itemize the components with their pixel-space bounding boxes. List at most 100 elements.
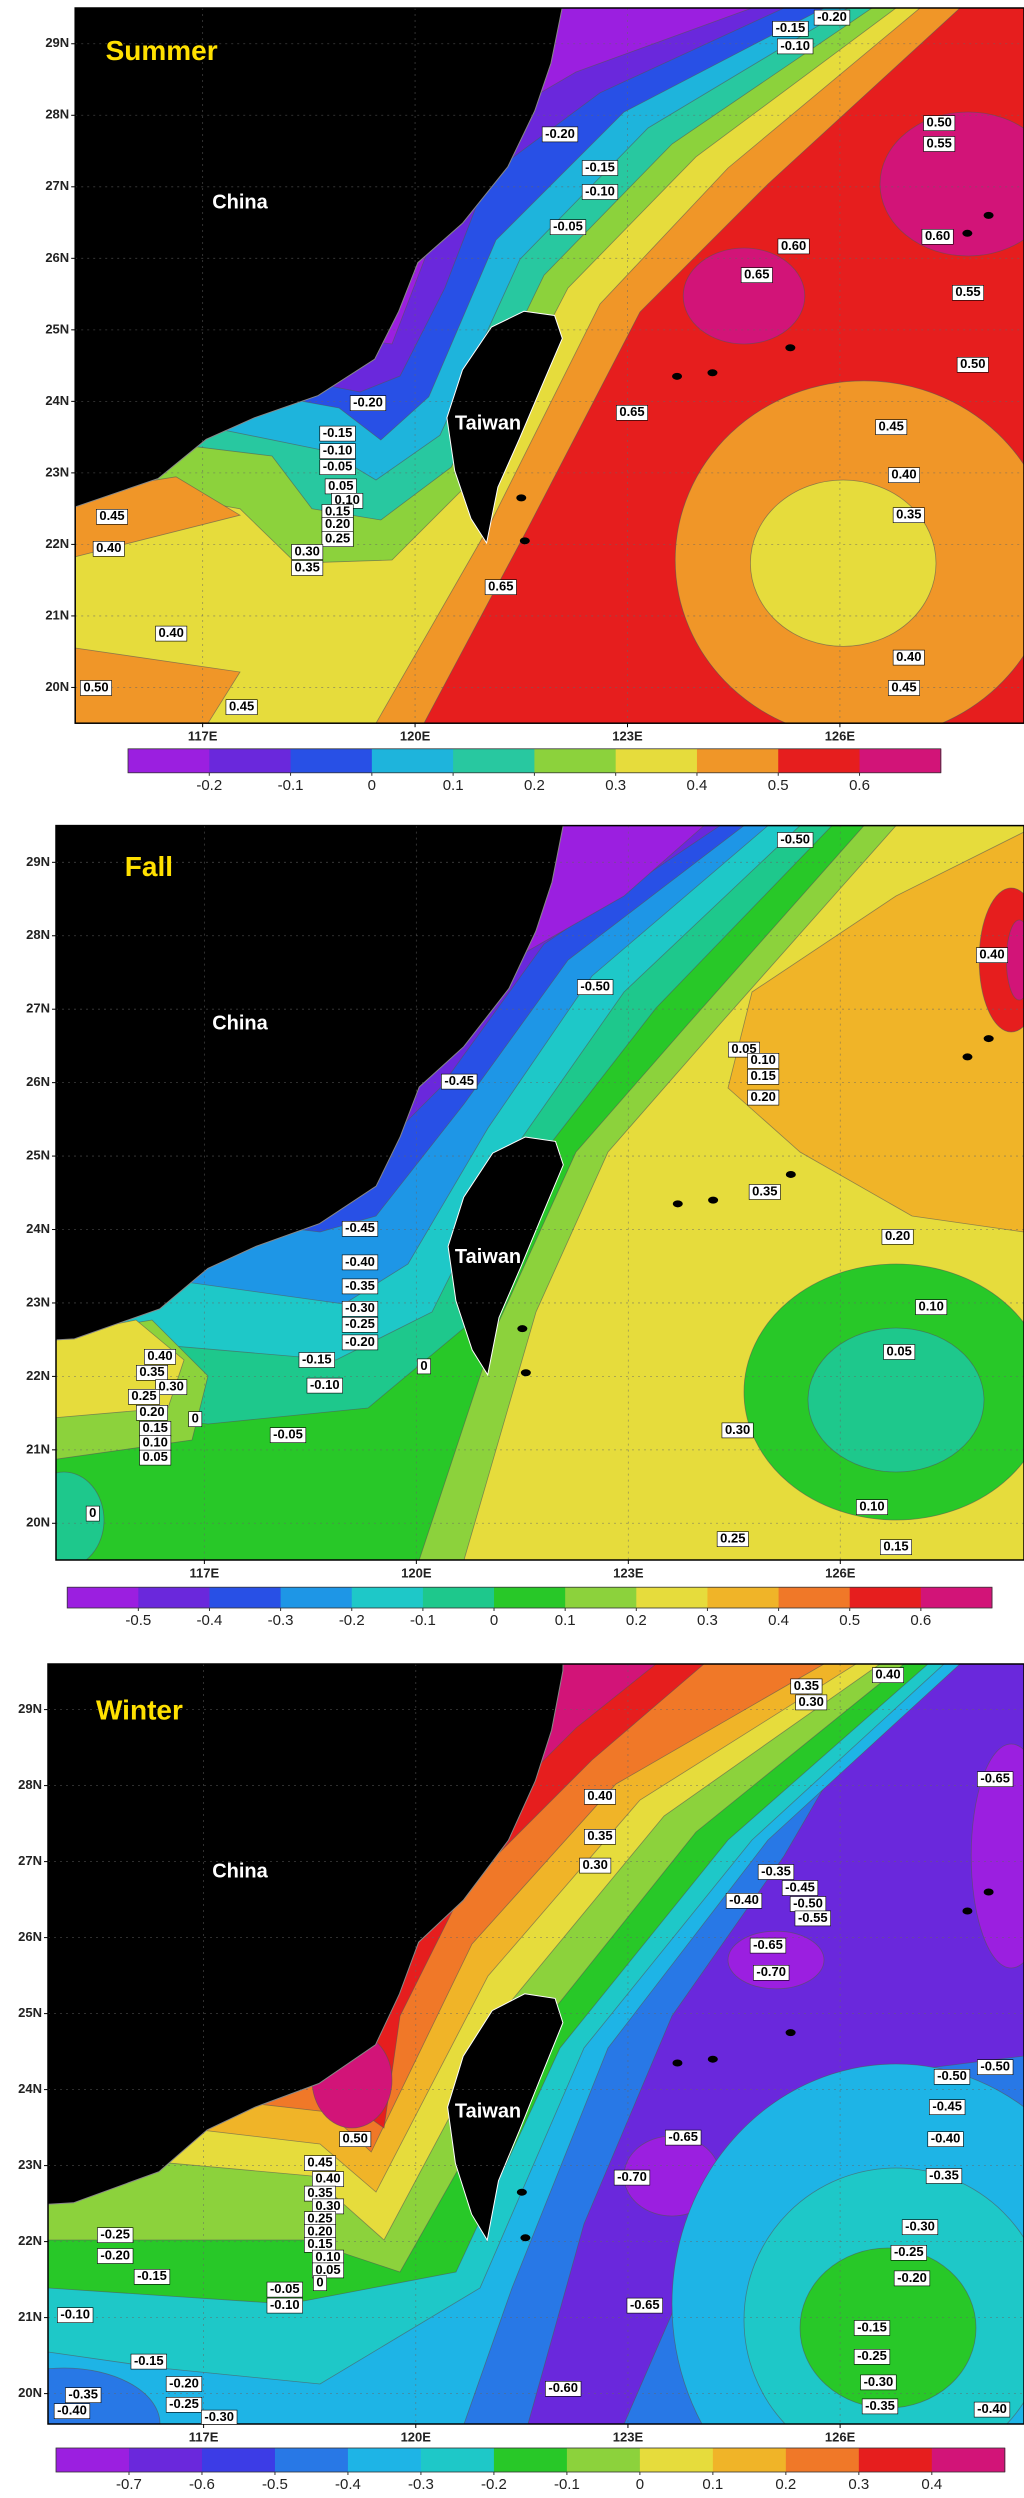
contour-label: -0.10 [270,2297,300,2312]
lon-tick-label: 126E [825,729,856,744]
colorbar-segment [371,748,454,773]
contour-label-box [749,1937,787,1954]
colorbar-tick-label: 0.4 [687,777,708,794]
contour-label: -0.35 [761,1863,791,1878]
contour-label-box [188,1411,203,1427]
colorbar-segment [534,748,617,773]
colorbar-segment [67,1587,139,1608]
contour-label-box [549,219,587,235]
contour-label: -0.45 [932,2099,962,2114]
island [785,344,796,352]
contour-label: 0.35 [307,2185,332,2200]
contour-label: -0.55 [798,1910,828,1925]
lat-tick-label: 20N [18,2385,42,2400]
contour-label: 0.30 [315,2198,340,2213]
contour-label: -0.25 [345,1316,375,1331]
island [962,1907,973,1915]
colorbar-segment [347,2448,422,2472]
colorbar-tick-label: -0.3 [268,1612,294,1629]
contour-label: -0.20 [817,9,847,24]
contour-label-box [915,1299,948,1315]
lat-tick-label: 23N [45,464,69,479]
colorbar-tick-label: -0.1 [410,1612,436,1629]
colorbar-segment [56,2448,130,2472]
contour-label: -0.40 [931,2131,961,2146]
colorbar-segment [849,1587,922,1608]
island [708,1196,719,1204]
contour-label-box [747,1069,780,1085]
contour-label: 0.35 [295,559,320,574]
lon-tick-label: 117E [189,2429,219,2444]
contour-label: 0.10 [335,492,360,507]
contour-label-box [757,1864,795,1880]
lat-tick-label: 25N [45,321,69,336]
lat-tick-label: 22N [45,536,69,551]
contour-label: 0.05 [143,1449,168,1464]
contour-label: -0.10 [323,443,353,458]
contour-label-box [716,1531,749,1547]
contour-label-box [976,947,1008,964]
contour-label: 0.25 [307,2211,332,2226]
lat-tick-label: 27N [45,178,69,193]
contour-label-box [665,2129,702,2146]
contour-label: 0.35 [139,1364,164,1379]
contour-label-box [306,1377,343,1394]
contour-label-box [923,115,956,131]
lat-tick-label: 25N [18,2005,42,2020]
contour-label: 0 [316,2275,323,2290]
contour-band [879,111,1024,257]
lon-tick-label: 117E [190,1565,220,1580]
contour-label: 0.40 [891,467,916,482]
contour-label-box [136,1405,168,1421]
contour-label: 0.30 [159,1379,184,1394]
colorbar-tick-label: 0.5 [768,777,789,794]
contour-label: -0.50 [980,2059,1010,2074]
island [519,537,530,545]
contour-label-box [721,1422,754,1439]
contour-labels: 0.400.350.30-0.650.400.350.30 -0.35-0.45-… [53,1667,1014,2424]
contour-label: 0.40 [896,649,921,664]
island [520,1369,531,1377]
contour-label-box [155,1379,188,1395]
colorbar-segment [128,748,210,773]
lat-tick-label: 24N [45,393,69,408]
lat-tick-label: 27N [26,1001,50,1016]
contour-label-box [319,459,356,476]
contour-label-box [130,2353,167,2370]
contour-label: -0.15 [776,20,806,35]
colorbar-tick-label: 0.5 [839,1612,860,1629]
contour-labels: -0.50-0.500.400.050.100.150.20-0.450.350… [85,831,1008,1555]
colorbar-segment [859,748,942,773]
contour-label: 0.05 [731,1041,756,1056]
lat-tick-label: 22N [26,1368,50,1383]
contour-label-box [747,1089,780,1106]
contour-label-box [298,1352,335,1368]
contour-label: 0.25 [131,1388,156,1403]
contour-label-box [579,1857,612,1874]
contour-label: 0.10 [751,1052,776,1067]
colorbar-tick-label: -0.1 [554,2476,580,2493]
lat-tick-label: 28N [26,927,50,942]
contour-label-box [341,1278,379,1295]
contour-label-box [794,1910,831,1927]
land [447,1136,564,1377]
contour-label: 0.45 [229,699,254,714]
colorbar-tick-label: -0.2 [196,777,222,794]
contour-label-box [341,1334,379,1351]
contour-label: 0.35 [794,1678,819,1693]
contour-label: 0.65 [619,404,644,419]
contour-label: -0.30 [204,2409,234,2424]
lat-tick-label: 29N [26,854,50,869]
contour-label: 0.15 [143,1420,168,1435]
land-label: China [212,1860,268,1882]
contour-label: 0.60 [781,238,806,253]
contour-label: 0.05 [887,1343,912,1358]
land [447,1993,564,2242]
contour-label-box [341,1221,379,1237]
colorbar-segment [201,2448,276,2472]
contour-label: -0.15 [323,425,353,440]
panel-title: Summer [106,35,218,66]
contour-label-box [952,284,984,301]
contour-label: -0.05 [323,459,353,474]
contour-label: -0.60 [548,2380,578,2395]
